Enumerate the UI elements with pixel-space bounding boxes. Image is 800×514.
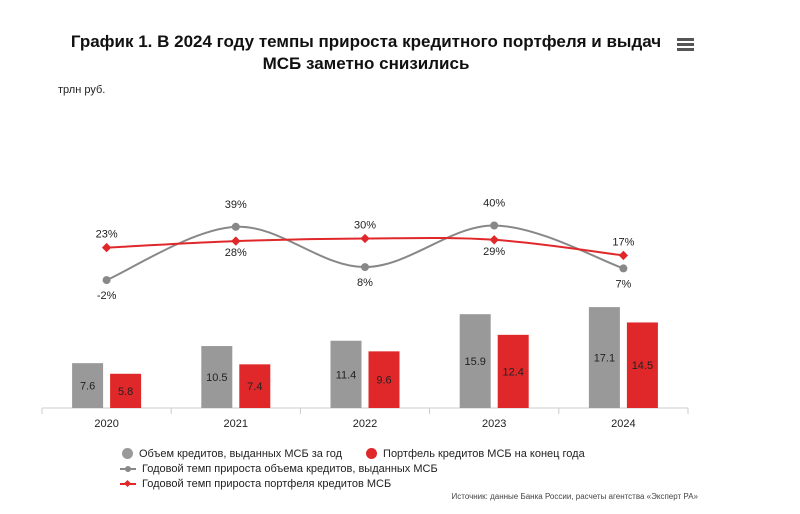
legend-label: Портфель кредитов МСБ на конец года xyxy=(383,447,585,460)
label-portfolio-growth: 28% xyxy=(225,247,247,259)
label-volume-growth: 8% xyxy=(357,277,373,289)
bar-portfolio xyxy=(497,334,529,408)
legend-label: Годовой темп прироста портфеля кредитов … xyxy=(142,477,392,490)
gray-line-circle-icon xyxy=(120,465,136,473)
bar-volume-label: 11.4 xyxy=(336,369,357,381)
chart-legend: Объем кредитов, выданных МСБ за год Порт… xyxy=(120,446,607,491)
point-volume-growth xyxy=(231,222,240,231)
point-volume-growth xyxy=(490,221,499,230)
bar-portfolio-label: 12.4 xyxy=(502,366,523,378)
line-volume-growth xyxy=(106,224,624,282)
bar-portfolio-label: 9.6 xyxy=(376,375,391,387)
red-dot-icon xyxy=(366,448,378,459)
label-portfolio-growth: 23% xyxy=(96,229,118,241)
point-portfolio-growth xyxy=(489,235,499,245)
point-portfolio-growth xyxy=(231,236,241,246)
bar-volume xyxy=(201,346,233,408)
bar-volume-label: 10.5 xyxy=(206,372,227,384)
chart-title: График 1. В 2024 году темпы прироста кре… xyxy=(70,32,662,73)
label-portfolio-growth: 17% xyxy=(612,236,634,248)
x-tick-label: 2021 xyxy=(224,418,248,430)
bar-volume-label: 17.1 xyxy=(594,353,615,365)
bar-volume xyxy=(588,307,620,408)
label-portfolio-growth: 30% xyxy=(354,220,376,232)
point-volume-growth xyxy=(619,264,628,273)
x-tick-label: 2024 xyxy=(611,418,635,430)
legend-item-portfolio[interactable]: Портфель кредитов МСБ на конец года xyxy=(364,448,585,460)
bar-portfolio xyxy=(110,373,142,408)
legend-label: Объем кредитов, выданных МСБ за год xyxy=(139,447,343,460)
bar-portfolio-label: 14.5 xyxy=(632,360,653,372)
point-volume-growth xyxy=(102,276,111,285)
bar-volume xyxy=(459,314,491,408)
x-tick-label: 2020 xyxy=(94,418,118,430)
label-volume-growth: 7% xyxy=(615,278,631,290)
label-portfolio-growth: 29% xyxy=(483,246,505,258)
point-portfolio-growth xyxy=(618,250,629,261)
bar-portfolio-label: 7.4 xyxy=(247,381,262,393)
bar-portfolio xyxy=(626,322,658,408)
bar-portfolio xyxy=(239,364,271,408)
unit-label: трлн руб. xyxy=(58,84,106,96)
point-volume-growth xyxy=(361,263,369,272)
x-tick-label: 2023 xyxy=(482,418,506,430)
bar-portfolio-label: 5.8 xyxy=(118,386,133,398)
bar-volume xyxy=(330,340,362,408)
red-line-diamond-icon xyxy=(120,480,136,488)
bar-volume-label: 15.9 xyxy=(464,356,485,368)
legend-item-volume-growth[interactable]: Годовой темп прироста объема кредитов, в… xyxy=(120,463,438,475)
source-note: Источник: данные Банка России, расчеты а… xyxy=(451,492,699,501)
legend-item-volume[interactable]: Объем кредитов, выданных МСБ за год xyxy=(120,448,342,460)
label-volume-growth: -2% xyxy=(97,290,117,302)
hamburger-menu-icon[interactable] xyxy=(677,38,694,52)
x-tick-label: 2022 xyxy=(353,418,377,430)
point-portfolio-growth xyxy=(101,242,112,253)
bar-portfolio xyxy=(368,351,400,408)
gray-dot-icon xyxy=(122,448,133,459)
label-volume-growth: 39% xyxy=(225,199,247,211)
legend-label: Годовой темп прироста объема кредитов, в… xyxy=(142,462,438,475)
bar-volume xyxy=(72,363,104,408)
bar-volume-label: 7.6 xyxy=(80,381,95,393)
legend-item-portfolio-growth[interactable]: Годовой темп прироста портфеля кредитов … xyxy=(120,478,391,490)
label-volume-growth: 40% xyxy=(483,198,505,210)
point-portfolio-growth xyxy=(360,233,370,244)
